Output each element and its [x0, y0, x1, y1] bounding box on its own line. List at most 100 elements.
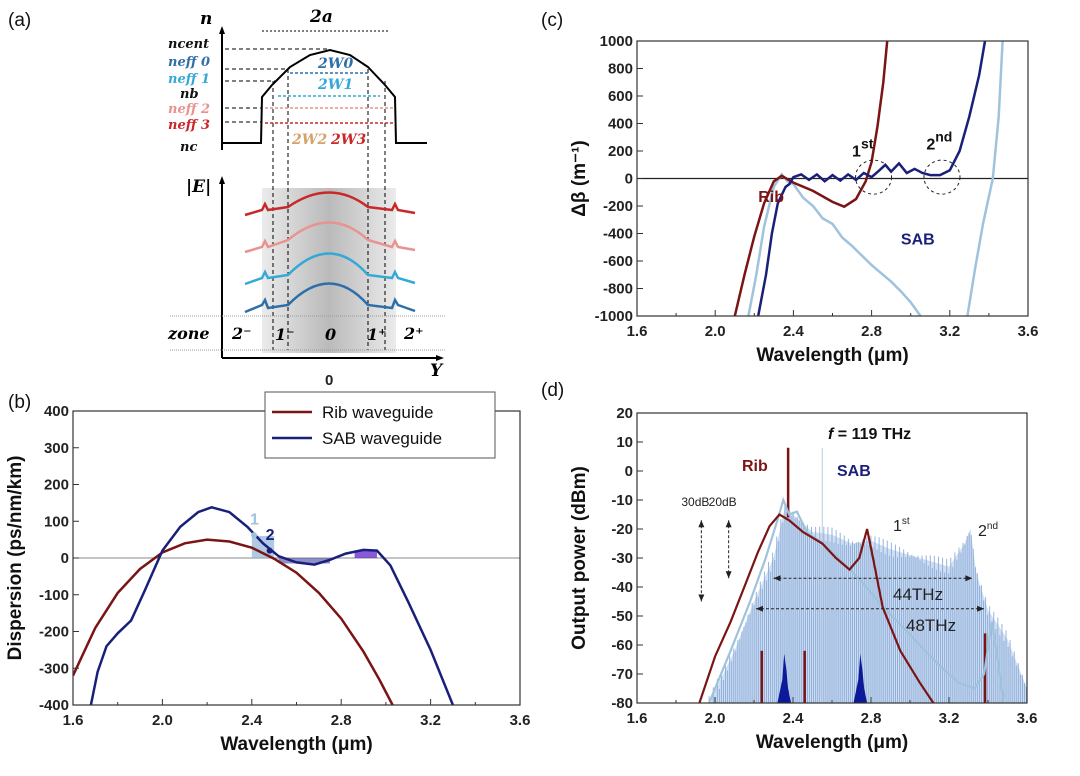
output-spectrum-chart: 1.6 2.0 2.4 2.8 3.2 3.6 20 10 0 -10 -20 -30 -40 -50 -6…	[569, 405, 1037, 753]
sab-label: SAB	[837, 463, 871, 480]
annotation-label: 2nd	[926, 129, 952, 154]
span-48-label: 48THz	[906, 616, 956, 635]
plot-area	[698, 447, 1027, 703]
plot-frame	[636, 40, 1029, 317]
x-axis-label: Wavelength (μm)	[220, 734, 372, 755]
y-tick-label: -200	[603, 198, 633, 215]
zone-label: zone	[167, 324, 210, 343]
y-tick-label: -50	[611, 608, 633, 625]
order-suffix: nd	[987, 521, 998, 532]
y-tick-label: -100	[39, 587, 69, 604]
y-tick-label: 10	[616, 434, 633, 451]
index-profile	[222, 48, 427, 144]
order-suffix: nd	[935, 129, 952, 145]
n-eff2-label: neff 2	[168, 102, 210, 117]
y-tick-label: -1000	[595, 308, 633, 325]
y-tick-label: -60	[611, 637, 633, 654]
order-suffix: st	[861, 136, 874, 152]
plot-area	[73, 505, 520, 705]
w2-label: 2W2	[291, 132, 327, 148]
marker-point	[266, 547, 273, 554]
annotation-label: 1st	[852, 136, 874, 161]
y-axis-label: Y	[430, 361, 444, 381]
x-tick-label: 2.8	[861, 710, 882, 727]
y-tick-label: 400	[44, 403, 69, 420]
blue-peak	[777, 653, 791, 703]
x-tick-label: 1.6	[627, 710, 648, 727]
arrow-head	[773, 575, 781, 582]
w1-label: 2W1	[317, 77, 353, 93]
legend-box	[264, 391, 496, 459]
core-shading	[262, 188, 396, 353]
db-label: 20dB	[709, 495, 737, 509]
series-line-sab	[708, 496, 1005, 703]
y-axis-label: Dispersion (ps/nm/km)	[5, 456, 26, 661]
plot-frame	[636, 412, 1028, 704]
legend: Rib waveguide SAB waveguide	[264, 391, 496, 459]
x-tick-label: 2.0	[705, 710, 726, 727]
db-label: 30dB	[681, 495, 709, 509]
x-tick-label: 1.6	[627, 323, 648, 340]
dispersion-chart: 1.6 2.0 2.4 2.8 3.2 3.6 400 300 200 100 0 -100 -200 -…	[5, 391, 530, 755]
n-eff3-label: neff 3	[168, 118, 210, 133]
order-number: 1	[852, 144, 861, 161]
span-44-label: 44THz	[893, 585, 943, 604]
e-axis-label: |E|	[186, 177, 211, 197]
n-axis-label: n	[200, 9, 212, 29]
x-tick-label: 3.6	[1018, 323, 1039, 340]
y-tick-label: -30	[611, 550, 633, 567]
panel-label-a: (a)	[8, 10, 31, 31]
frequency-label: f = 119 THz	[828, 426, 911, 443]
y-tick-label: -40	[611, 579, 633, 596]
arrow-head	[977, 605, 985, 612]
x-tick-label: 2.0	[705, 323, 726, 340]
f-symbol: f	[828, 426, 835, 443]
zone-1-plus: 1⁺	[367, 325, 387, 344]
order-number: 2	[926, 137, 935, 154]
x-tick-label: 3.6	[1017, 710, 1038, 727]
x-tick-label: 3.2	[420, 712, 441, 729]
zone-0: 0	[325, 325, 336, 344]
y-tick-label: -200	[39, 624, 69, 641]
legend-label: Rib waveguide	[322, 403, 434, 422]
panel-label-b: (b)	[8, 392, 31, 413]
y-tick-label: -400	[39, 697, 69, 714]
x-axis-label: Wavelength (μm)	[756, 732, 908, 753]
annotation-label: 2	[266, 527, 275, 544]
origin-label: 0	[325, 372, 333, 389]
x-tick-label: 2.0	[152, 712, 173, 729]
panel-label-d: (d)	[541, 380, 564, 401]
mode3-field	[244, 191, 416, 217]
y-tick-label: -600	[603, 253, 633, 270]
y-tick-label: 800	[608, 61, 633, 78]
y-tick-label: 0	[625, 463, 633, 480]
x-tick-label: 2.4	[241, 712, 263, 729]
arrow-head	[965, 575, 973, 582]
width-2a-label: 2a	[309, 7, 333, 27]
rib-label: Rib	[742, 458, 768, 475]
y-tick-label: -20	[611, 521, 633, 538]
series-line-sab-alt	[747, 172, 922, 316]
panel-label-c: (c)	[541, 10, 563, 31]
series-line-sab-alt-branch	[966, 41, 1004, 316]
first-order-label: 1st	[893, 516, 910, 535]
n-b-label: nb	[180, 87, 199, 102]
arrow-head	[725, 520, 732, 528]
series-line-rib	[733, 41, 889, 316]
x-tick-label: 3.2	[939, 323, 960, 340]
order-number: 1	[893, 518, 902, 535]
marker-point	[251, 532, 258, 539]
waveguide-schematic: n 2a ncent neff 0 neff 1 nb neff 2 neff …	[167, 7, 446, 389]
annotation-label: SAB	[901, 232, 935, 249]
arrow-head	[698, 594, 705, 602]
y-tick-label: 0	[625, 171, 633, 188]
x-tick-label: 1.6	[63, 712, 84, 729]
x-tick-label: 3.2	[939, 710, 960, 727]
y-tick-label: -80	[611, 695, 633, 712]
second-order-label: 2nd	[978, 521, 998, 540]
x-axis-label: Wavelength (μm)	[756, 345, 908, 366]
n-eff0-label: neff 0	[168, 55, 210, 70]
y-tick-label: -400	[603, 226, 633, 243]
zone-2-plus: 2⁺	[403, 324, 424, 343]
